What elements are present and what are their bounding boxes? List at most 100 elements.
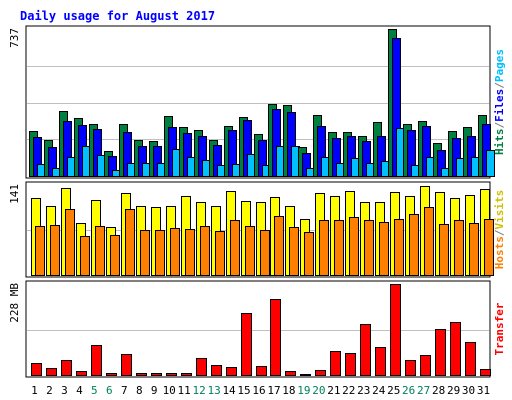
bar-transfer-day-16 [256, 366, 267, 376]
bar-hosts-day-12 [200, 226, 210, 276]
bar-transfer-day-26 [405, 360, 416, 376]
x-tick-label-day-4: 4 [76, 384, 83, 397]
bar-transfer-day-3 [61, 360, 72, 376]
bar-hosts-day-27 [424, 207, 434, 276]
bar-hosts-day-10 [170, 228, 180, 276]
bar-transfer-day-17 [270, 299, 281, 376]
bar-hosts-day-28 [439, 224, 449, 276]
x-tick-label-day-7: 7 [121, 384, 128, 397]
bar-hosts-day-16 [260, 230, 270, 276]
bar-hosts-day-17 [274, 216, 284, 276]
side-label-hits-files-pages: Hits/Files/Pages [493, 49, 506, 155]
bar-transfer-day-6 [106, 373, 117, 376]
x-tick-label-day-15: 15 [237, 384, 250, 397]
bar-transfer-day-15 [241, 313, 252, 376]
bar-transfer-day-29 [450, 322, 461, 376]
bar-transfer-day-5 [91, 345, 102, 376]
x-tick-label-day-23: 23 [357, 384, 370, 397]
bar-hosts-day-31 [484, 219, 494, 276]
bar-transfer-day-13 [211, 365, 222, 376]
bar-hosts-day-22 [349, 217, 359, 276]
bar-hosts-day-21 [334, 220, 344, 276]
bar-transfer-day-27 [420, 355, 431, 376]
x-tick-label-day-30: 30 [462, 384, 475, 397]
side-label-part: Pages [493, 49, 506, 82]
side-label-part: Hits [493, 129, 506, 156]
bar-hosts-day-14 [230, 220, 240, 276]
bar-transfer-day-24 [375, 347, 386, 376]
x-tick-label-day-6: 6 [106, 384, 113, 397]
bar-hosts-day-6 [110, 235, 120, 276]
side-label-transfer: Transfer [493, 302, 506, 355]
bar-hosts-day-19 [304, 232, 314, 276]
bar-transfer-day-19 [300, 374, 311, 376]
bar-hosts-day-29 [454, 220, 464, 276]
bar-hosts-day-20 [319, 220, 329, 276]
bar-transfer-day-30 [465, 342, 476, 376]
bar-hosts-day-24 [379, 222, 389, 276]
bar-hosts-day-26 [409, 214, 419, 276]
bar-hosts-day-8 [140, 230, 150, 276]
x-tick-label-day-21: 21 [327, 384, 340, 397]
bar-hosts-day-5 [95, 226, 105, 276]
x-tick-label-day-17: 17 [267, 384, 280, 397]
x-tick-label-day-16: 16 [252, 384, 265, 397]
x-tick-label-day-13: 13 [207, 384, 220, 397]
bar-transfer-day-7 [121, 354, 132, 376]
x-tick-label-day-18: 18 [282, 384, 295, 397]
bar-hosts-day-25 [394, 219, 404, 276]
y-max-label-transfer: 228 MB [8, 283, 21, 323]
bar-hosts-day-7 [125, 209, 135, 276]
x-tick-label-day-26: 26 [402, 384, 415, 397]
y-max-label-hits-files-pages: 737 [8, 28, 21, 48]
bar-transfer-day-28 [435, 329, 446, 376]
bar-marks [29, 29, 495, 376]
bar-hosts-day-2 [50, 225, 60, 276]
x-tick-label-day-25: 25 [387, 384, 400, 397]
bar-transfer-day-22 [345, 353, 356, 376]
side-label-part: / [493, 229, 506, 236]
x-tick-label-day-11: 11 [178, 384, 191, 397]
x-tick-label-day-14: 14 [222, 384, 236, 397]
bar-transfer-day-14 [226, 367, 237, 376]
bar-transfer-day-31 [480, 369, 491, 376]
bar-transfer-day-10 [166, 373, 177, 376]
bar-transfer-day-4 [76, 371, 87, 376]
side-label-hosts-visits: Hosts/Visits [493, 190, 506, 270]
bar-hosts-day-3 [65, 209, 75, 276]
side-label-part: Hosts [493, 236, 506, 269]
bar-transfer-day-2 [46, 368, 57, 376]
bar-hosts-day-9 [155, 230, 165, 276]
x-tick-label-day-20: 20 [312, 384, 325, 397]
side-label-part: / [493, 122, 506, 129]
y-max-label-hosts-visits: 141 [8, 184, 21, 204]
x-tick-label-day-9: 9 [151, 384, 158, 397]
bar-transfer-day-9 [151, 373, 162, 376]
x-tick-label-day-2: 2 [46, 384, 53, 397]
bar-transfer-day-25 [390, 284, 401, 376]
bar-hosts-day-23 [364, 220, 374, 276]
bar-transfer-day-20 [315, 370, 326, 376]
bar-transfer-day-21 [330, 351, 341, 376]
bar-hosts-day-15 [245, 226, 255, 276]
x-tick-label-day-28: 28 [432, 384, 445, 397]
x-tick-label-day-27: 27 [417, 384, 430, 397]
x-tick-label-day-19: 19 [297, 384, 310, 397]
x-tick-label-day-8: 8 [136, 384, 143, 397]
side-label-part: Visits [493, 190, 506, 230]
x-tick-label-day-5: 5 [91, 384, 98, 397]
x-tick-label-day-10: 10 [163, 384, 176, 397]
bar-transfer-day-11 [181, 373, 192, 376]
bar-hosts-day-1 [35, 226, 45, 276]
x-tick-label-day-29: 29 [447, 384, 460, 397]
bar-hosts-day-18 [289, 227, 299, 276]
chart-title: Daily usage for August 2017 [20, 9, 215, 23]
side-label-part: / [493, 82, 506, 89]
x-tick-label-day-3: 3 [61, 384, 68, 397]
x-tick-label-day-12: 12 [193, 384, 206, 397]
bar-transfer-day-8 [136, 373, 147, 376]
x-tick-label-day-31: 31 [477, 384, 490, 397]
